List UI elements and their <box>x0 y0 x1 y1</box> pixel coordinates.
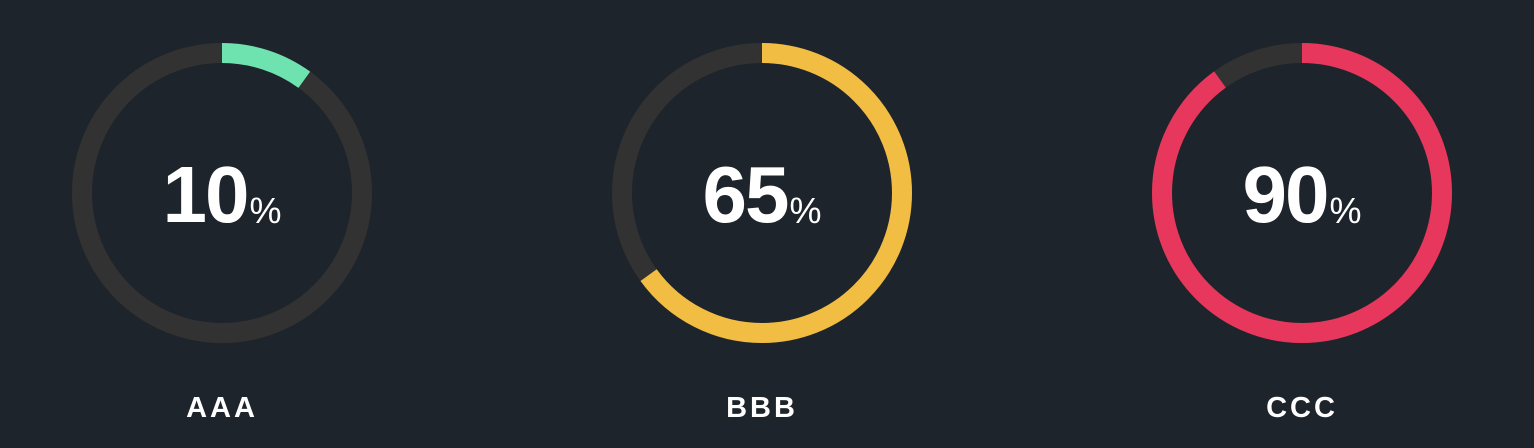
gauge-aaa-readout: 10 % <box>71 42 373 344</box>
gauge-aaa-value: 10 <box>162 150 250 239</box>
gauge-ccc-label: CCC <box>1266 392 1338 424</box>
gauge-bbb-unit: % <box>789 190 822 231</box>
gauge-ccc: 90 % <box>1151 42 1453 344</box>
gauge-bbb: 65 % <box>611 42 913 344</box>
gauge-bbb-value: 65 <box>702 150 790 239</box>
gauge-aaa-arc <box>72 43 372 343</box>
gauge-ccc-readout: 90 % <box>1151 42 1453 344</box>
gauge-ccc-value: 90 <box>1242 150 1330 239</box>
gauge-bbb-readout: 65 % <box>611 42 913 344</box>
gauge-bbb-ring <box>612 43 912 343</box>
gauge-aaa-unit: % <box>249 190 282 231</box>
gauge-aaa: 10 % <box>71 42 373 344</box>
gauge-bbb-label: BBB <box>726 392 798 424</box>
gauge-aaa-label: AAA <box>186 392 258 424</box>
gauge-aaa-ring <box>72 43 372 343</box>
gauge-ccc-unit: % <box>1329 190 1362 231</box>
gauge-bbb-arc <box>612 43 912 343</box>
gauge-ccc-arc <box>1152 43 1452 343</box>
gauge-ccc-ring <box>1152 43 1452 343</box>
